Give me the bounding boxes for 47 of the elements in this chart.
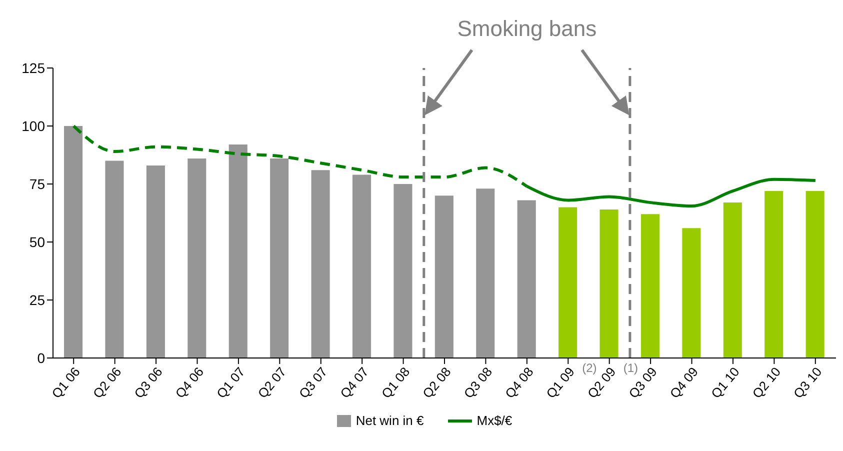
x-tick-label: Q2 10	[749, 364, 784, 401]
text: (1)	[623, 361, 638, 375]
legend-label: Net win in €	[356, 413, 424, 428]
x-tick-label: Q1 07	[214, 364, 248, 401]
y-tick-label: 50	[29, 234, 46, 250]
x-tick-label: Q2 08	[420, 364, 454, 401]
bar	[640, 214, 660, 358]
x-tick-label: Q2 07	[254, 364, 290, 401]
bar	[682, 228, 701, 358]
bar	[394, 184, 412, 358]
x-tick-label: Q1 09	[543, 364, 578, 401]
bar	[311, 170, 330, 358]
y-tick-label: 0	[37, 350, 46, 366]
text: Smoking bans	[457, 16, 597, 41]
x-tick-label: Q4 06	[172, 364, 207, 401]
x-tick-label: Q4 09	[666, 364, 702, 401]
bar	[558, 207, 578, 358]
x-tick-label: Q3 08	[460, 364, 496, 401]
bar	[517, 200, 536, 358]
bar	[64, 126, 83, 358]
x-tick-label: Q3 06	[131, 364, 166, 401]
x-tick-label: Q1 08	[378, 364, 413, 401]
x-tick-label: Q1 10	[708, 364, 742, 401]
y-tick-label: 75	[29, 176, 46, 192]
y-tick-label: 125	[22, 60, 46, 76]
text: (2)	[582, 361, 597, 375]
x-tick-label: Q4 08	[502, 364, 536, 401]
bar	[352, 174, 372, 358]
x-tick-label: Q2 06	[90, 364, 124, 401]
bar	[723, 202, 742, 358]
bar	[806, 190, 824, 358]
bar	[228, 144, 248, 358]
x-tick-label: Q3 07	[296, 364, 330, 401]
bar	[270, 158, 289, 358]
bar	[476, 188, 495, 358]
y-tick-label: 25	[29, 292, 46, 308]
x-tick-label: Q4 07	[337, 364, 372, 401]
x-tick-label: Q1 06	[48, 364, 83, 401]
bar	[600, 210, 618, 358]
legend-label: Mx$/€	[476, 413, 512, 428]
y-tick-label: 100	[22, 118, 46, 134]
x-tick-label: Q3 10	[790, 364, 825, 401]
bar	[105, 160, 124, 358]
bar	[434, 196, 454, 358]
bar	[764, 190, 784, 358]
bar	[188, 158, 206, 358]
bar	[146, 165, 165, 358]
